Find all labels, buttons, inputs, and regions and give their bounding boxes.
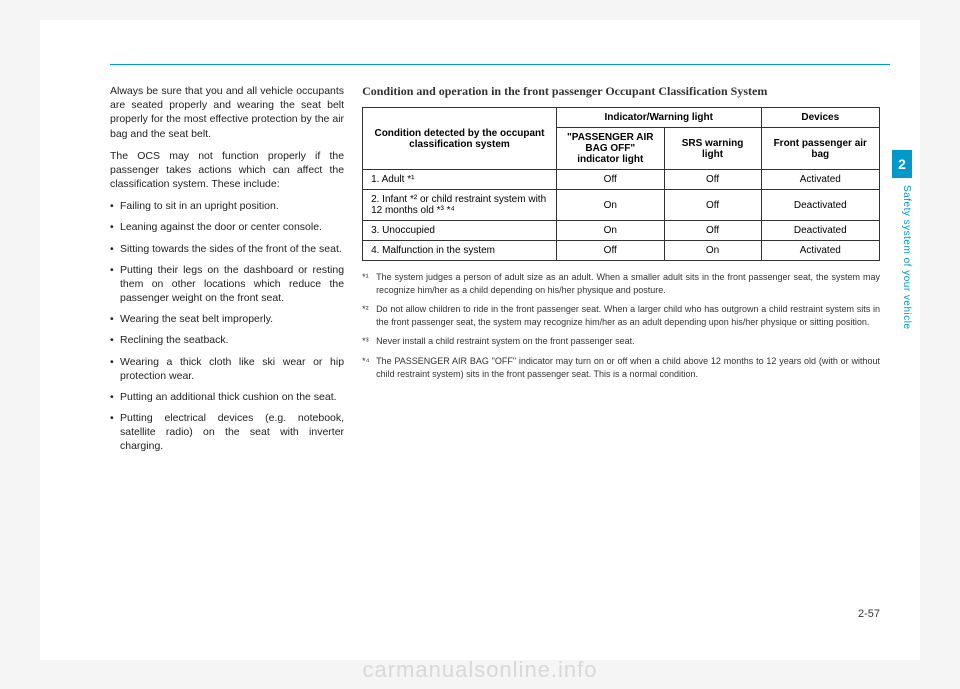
cell: Activated — [761, 170, 879, 190]
footnote: *⁴ The PASSENGER AIR BAG "OFF" indicator … — [362, 355, 880, 380]
footnote-marker: *⁴ — [362, 355, 369, 368]
footnote: *² Do not allow children to ride in the f… — [362, 303, 880, 328]
table-row: 4. Malfunction in the system Off On Acti… — [363, 241, 880, 261]
cell-cond: 1. Adult *¹ — [363, 170, 557, 190]
cell-cond: 4. Malfunction in the system — [363, 241, 557, 261]
list-item: Wearing a thick cloth like ski wear or h… — [110, 355, 344, 383]
footnotes: *¹ The system judges a person of adult si… — [362, 271, 880, 380]
right-column: Condition and operation in the front pas… — [362, 84, 880, 461]
list-item: Wearing the seat belt improperly. — [110, 312, 344, 326]
cell: Off — [556, 241, 664, 261]
table-row: 3. Unoccupied On Off Deactivated — [363, 221, 880, 241]
top-divider — [110, 64, 890, 65]
cell: Deactivated — [761, 221, 879, 241]
content-area: Always be sure that you and all vehicle … — [110, 84, 880, 461]
list-item: Sitting towards the sides of the front o… — [110, 242, 344, 256]
footnote-marker: *² — [362, 303, 369, 316]
table-header-row: Condition detected by the occupant class… — [363, 108, 880, 128]
footnote-marker: *¹ — [362, 271, 369, 284]
intro-para-2: The OCS may not function properly if the… — [110, 149, 344, 192]
cell-cond: 2. Infant *² or child restraint system w… — [363, 190, 557, 221]
list-item: Leaning against the door or center conso… — [110, 220, 344, 234]
cell: On — [556, 221, 664, 241]
footnote-text: The PASSENGER AIR BAG "OFF" indicator ma… — [376, 356, 880, 379]
table-row: 2. Infant *² or child restraint system w… — [363, 190, 880, 221]
list-item: Failing to sit in an upright position. — [110, 199, 344, 213]
table-row: 1. Adult *¹ Off Off Activated — [363, 170, 880, 190]
list-item: Putting an additional thick cushion on t… — [110, 390, 344, 404]
footnote: *¹ The system judges a person of adult si… — [362, 271, 880, 296]
cell: Off — [664, 170, 761, 190]
th-indicator-group: Indicator/Warning light — [556, 108, 761, 128]
list-item: Reclining the seatback. — [110, 333, 344, 347]
section-title: Condition and operation in the front pas… — [362, 84, 880, 99]
chapter-tab: 2 — [892, 150, 912, 178]
cell-cond: 3. Unoccupied — [363, 221, 557, 241]
intro-para-1: Always be sure that you and all vehicle … — [110, 84, 344, 141]
bullet-list: Failing to sit in an upright position. L… — [110, 199, 344, 453]
manual-page: Always be sure that you and all vehicle … — [40, 20, 920, 660]
cell: Off — [664, 190, 761, 221]
list-item: Putting their legs on the dashboard or r… — [110, 263, 344, 306]
cell: Deactivated — [761, 190, 879, 221]
watermark: carmanualsonline.info — [0, 657, 960, 683]
th-front-airbag: Front passenger air bag — [761, 128, 879, 170]
cell: Off — [556, 170, 664, 190]
footnote-text: Never install a child restraint system o… — [376, 336, 635, 346]
footnote-marker: *³ — [362, 335, 369, 348]
footnote-text: The system judges a person of adult size… — [376, 272, 880, 295]
cell: On — [556, 190, 664, 221]
ocs-table: Condition detected by the occupant class… — [362, 107, 880, 261]
th-condition: Condition detected by the occupant class… — [363, 108, 557, 170]
footnote-text: Do not allow children to ride in the fro… — [376, 304, 880, 327]
th-srs: SRS warning light — [664, 128, 761, 170]
footnote: *³ Never install a child restraint system… — [362, 335, 880, 348]
cell: On — [664, 241, 761, 261]
th-devices: Devices — [761, 108, 879, 128]
left-column: Always be sure that you and all vehicle … — [110, 84, 344, 461]
chapter-side-label: Safety system of your vehicle — [892, 185, 912, 385]
page-number: 2-57 — [858, 608, 880, 620]
cell: Off — [664, 221, 761, 241]
cell: Activated — [761, 241, 879, 261]
list-item: Putting electrical devices (e.g. noteboo… — [110, 411, 344, 454]
th-passenger-off: "PASSENGER AIR BAG OFF" indicator light — [556, 128, 664, 170]
